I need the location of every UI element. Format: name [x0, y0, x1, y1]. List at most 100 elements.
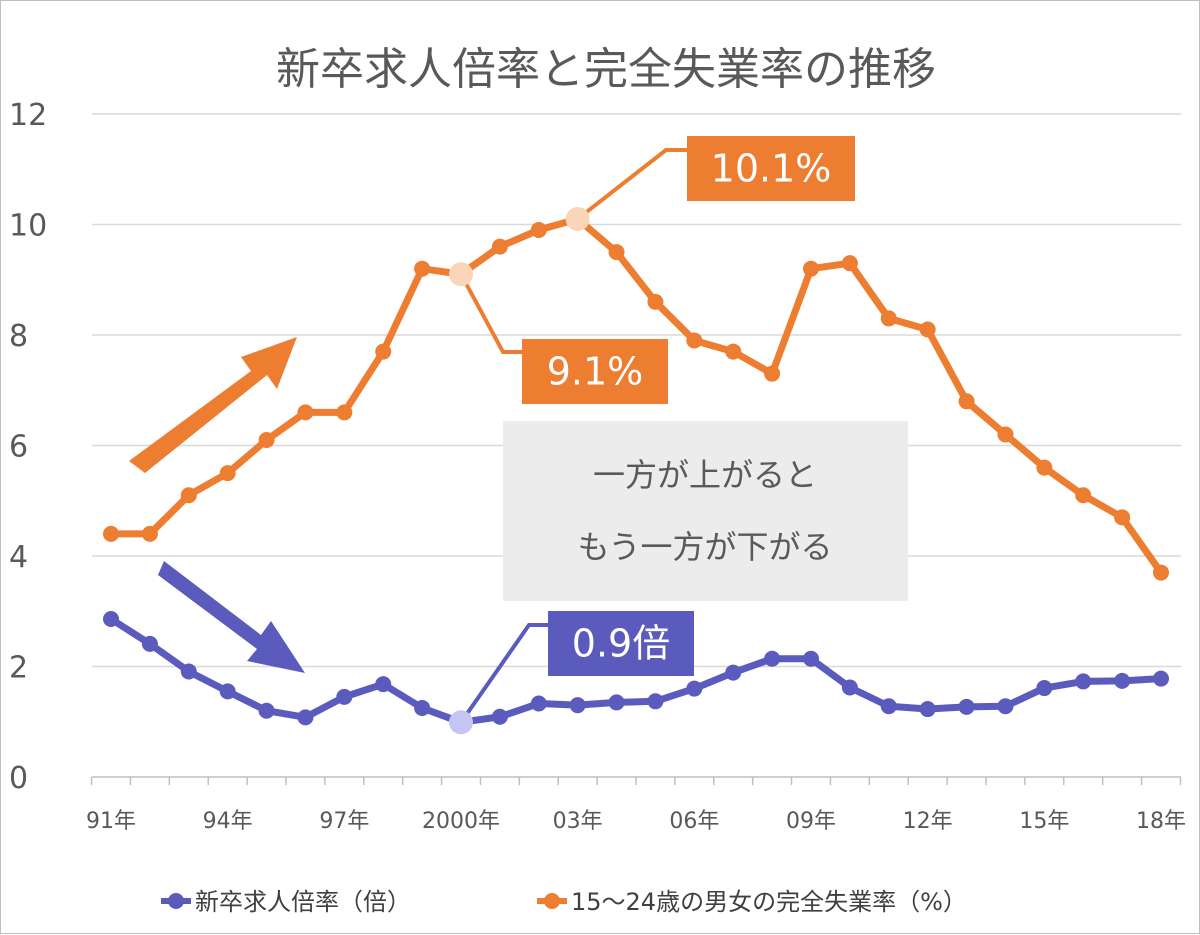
- data-point: [608, 244, 625, 261]
- data-point: [1075, 673, 1092, 690]
- data-point: [764, 650, 781, 667]
- callout: 9.1%: [449, 262, 668, 404]
- data-point: [530, 222, 547, 239]
- series-job-openings-ratio: [103, 610, 1169, 731]
- data-point: [997, 698, 1014, 715]
- series-unemployment-rate: [103, 210, 1169, 581]
- data-point: [686, 680, 703, 697]
- series-line: [111, 215, 1164, 575]
- legend: 新卒求人倍率（倍） 15～24歳の男女の完全失業率（%）: [161, 888, 967, 916]
- callout: 10.1%: [565, 136, 855, 231]
- data-point: [297, 404, 314, 421]
- highlight-point: [565, 206, 590, 231]
- data-point: [958, 393, 975, 410]
- callout: 0.9倍: [449, 611, 694, 735]
- data-point: [880, 310, 897, 327]
- callout-leader-line: [459, 273, 522, 354]
- note-text: 一方が上がると: [593, 456, 817, 494]
- data-point: [764, 365, 781, 382]
- callouts: 10.1% 9.1% 0.9倍: [449, 136, 855, 735]
- data-point: [919, 701, 936, 718]
- data-point: [997, 426, 1014, 443]
- data-point: [414, 260, 431, 277]
- data-point: [1036, 459, 1053, 476]
- x-tick-label: 18年: [1136, 809, 1186, 834]
- data-point: [686, 332, 703, 349]
- x-axis: 91年 94年 97年 2000年 03年 06年 09年 12年 15年 18年: [86, 776, 1186, 834]
- data-point: [880, 698, 897, 715]
- x-tick-label: 94年: [203, 809, 253, 834]
- y-tick-label: 4: [9, 540, 28, 575]
- callout-leader-line: [459, 623, 548, 724]
- callout-label: 9.1%: [547, 350, 644, 394]
- callout-label: 10.1%: [711, 147, 832, 191]
- x-tick-label: 09年: [786, 809, 836, 834]
- data-point: [569, 697, 586, 714]
- data-point: [919, 321, 936, 338]
- data-point: [375, 676, 392, 693]
- chart-title: 新卒求人倍率と完全失業率の推移: [276, 44, 936, 95]
- up-arrow-icon: [129, 337, 297, 473]
- data-point: [180, 487, 197, 504]
- note-text: もう一方が下がる: [577, 528, 832, 566]
- legend-swatch-marker: [168, 893, 184, 909]
- legend-label: 15～24歳の男女の完全失業率（%）: [571, 888, 967, 916]
- data-point: [375, 343, 392, 360]
- data-point: [647, 693, 664, 710]
- data-point: [841, 255, 858, 272]
- legend-item: 15～24歳の男女の完全失業率（%）: [537, 888, 967, 916]
- x-tick-label: 12年: [903, 809, 953, 834]
- data-point: [103, 525, 119, 542]
- series-lines: [103, 210, 1169, 731]
- data-point: [1153, 670, 1169, 687]
- highlight-point: [449, 710, 473, 735]
- data-point: [841, 679, 858, 696]
- x-tick-label: 97年: [319, 809, 369, 834]
- x-tick-label: 03年: [553, 809, 603, 834]
- data-point: [141, 635, 158, 652]
- data-point: [725, 343, 742, 360]
- data-point: [491, 708, 508, 725]
- data-point: [725, 664, 742, 681]
- x-tick-label: 15年: [1019, 809, 1069, 834]
- x-tick-label: 06年: [669, 809, 719, 834]
- data-point: [647, 293, 664, 310]
- data-point: [530, 695, 547, 712]
- y-tick-label: 10: [9, 209, 47, 244]
- data-point: [958, 698, 975, 715]
- data-point: [258, 431, 275, 448]
- data-point: [491, 238, 508, 255]
- data-point: [103, 610, 119, 627]
- data-point: [297, 709, 314, 726]
- data-point: [336, 404, 353, 421]
- y-tick-label: 0: [9, 761, 28, 796]
- y-tick-label: 12: [9, 98, 47, 133]
- data-point: [1153, 564, 1169, 581]
- data-point: [219, 683, 236, 700]
- callout-leader-line: [576, 148, 687, 221]
- y-tick-label: 2: [9, 651, 28, 686]
- data-point: [336, 688, 353, 705]
- highlight-point: [449, 262, 473, 287]
- data-point: [219, 465, 236, 482]
- callout-box: [522, 339, 668, 404]
- callout-box: [687, 136, 855, 201]
- data-point: [180, 663, 197, 680]
- data-point: [1114, 509, 1131, 526]
- legend-swatch-marker: [544, 893, 560, 909]
- legend-label: 新卒求人倍率（倍）: [195, 888, 411, 916]
- data-point: [414, 699, 431, 716]
- y-axis-ticks: 0 2 4 6 8 10 12: [9, 98, 47, 796]
- data-point: [803, 650, 819, 667]
- data-point: [608, 694, 625, 711]
- callout-label: 0.9倍: [572, 622, 670, 666]
- note-background: [503, 421, 908, 601]
- callout-box: [548, 611, 694, 676]
- x-tick-label: 2000年: [422, 809, 500, 834]
- trend-arrows: [129, 337, 305, 673]
- down-arrow-icon: [158, 561, 305, 673]
- data-point: [803, 260, 819, 277]
